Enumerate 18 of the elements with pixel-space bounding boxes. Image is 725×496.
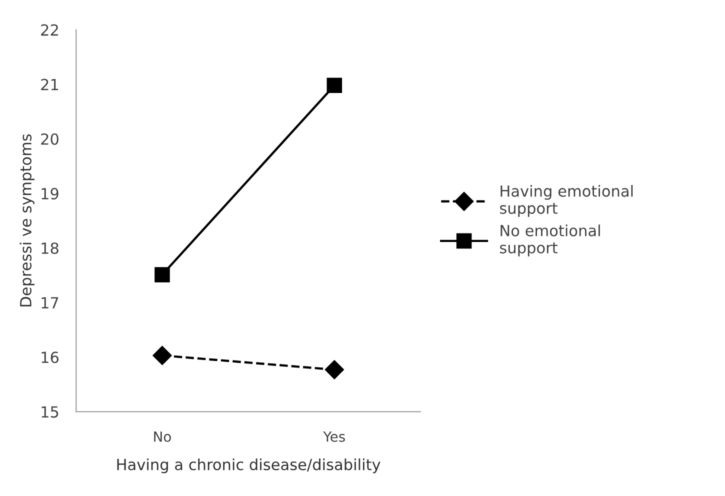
y-tick-label: 15 bbox=[42, 406, 58, 418]
y-tick-label: 16 bbox=[42, 352, 58, 364]
y-axis-title: Depressi ve symptoms bbox=[20, 134, 34, 306]
x-axis-title: Having a chronic disease/disability bbox=[117, 458, 380, 474]
point bbox=[324, 360, 344, 380]
y-tick-label: 21 bbox=[41, 78, 58, 90]
y-tick-label: 18 bbox=[42, 242, 58, 254]
x-tick-label: Yes bbox=[323, 432, 345, 442]
y-tick-label: 19 bbox=[42, 188, 58, 200]
y-tick-label: 22 bbox=[41, 24, 58, 36]
point bbox=[326, 78, 342, 94]
y-tick-label: 17 bbox=[42, 297, 58, 308]
legend-label: No emotional support bbox=[500, 224, 600, 256]
legend-label: Having emotional support bbox=[500, 185, 633, 217]
point bbox=[152, 346, 172, 366]
y-tick-label: 20 bbox=[41, 133, 58, 145]
point bbox=[154, 267, 170, 282]
x-tick-label: No bbox=[154, 432, 171, 442]
